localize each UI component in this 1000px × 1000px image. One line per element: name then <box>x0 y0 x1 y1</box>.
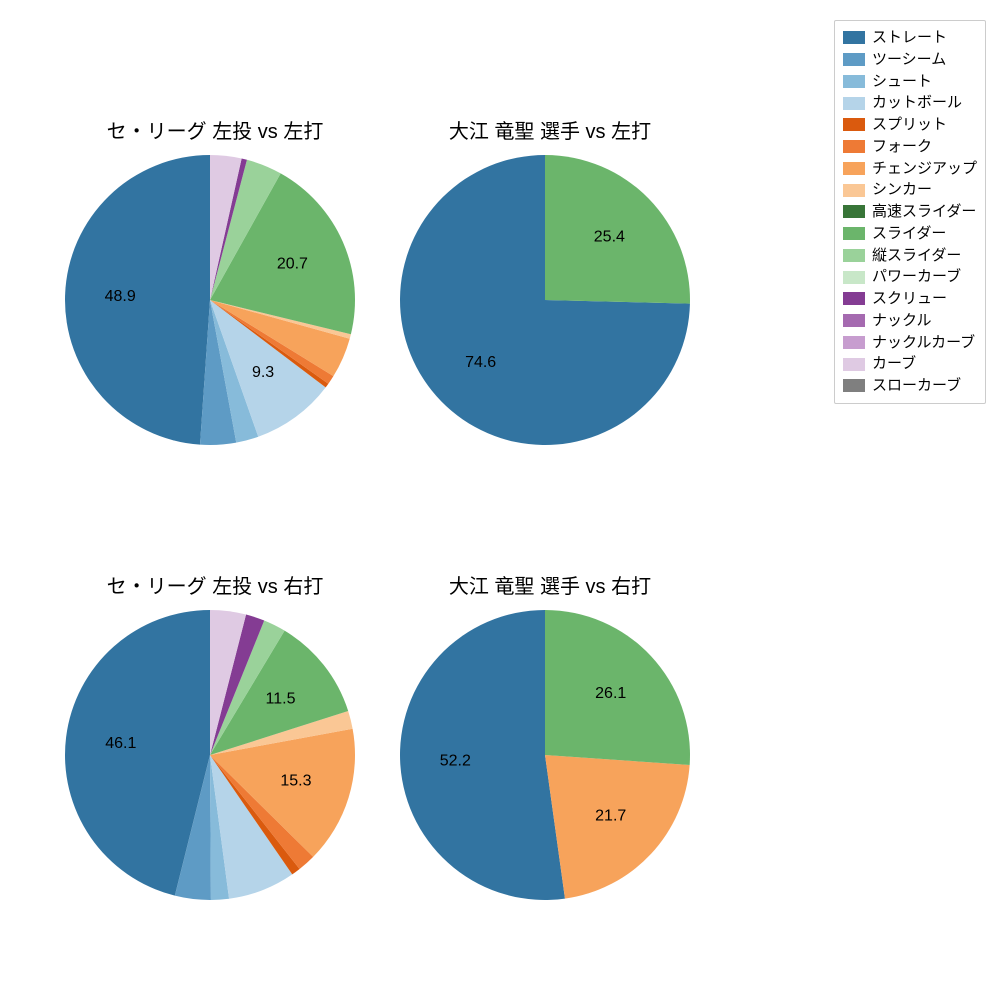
legend-swatch <box>843 75 865 88</box>
legend-label: フォーク <box>872 136 932 158</box>
legend-label: カットボール <box>872 92 962 114</box>
pie-slice-label: 48.9 <box>105 288 136 305</box>
pie-chart-oe_vs_right: 52.2 21.7 26.1 <box>360 570 730 940</box>
legend-item: ナックル <box>843 310 977 332</box>
legend-swatch <box>843 249 865 262</box>
legend-swatch <box>843 184 865 197</box>
pie-slice-label: 26.1 <box>595 685 626 702</box>
legend-label: スクリュー <box>872 288 947 310</box>
pie-chart-cl_left_vs_left: 48.9 9.3 20.7 <box>25 115 395 485</box>
pie-chart-cl_left_vs_right: 46.1 15.3 11.5 <box>25 570 395 940</box>
legend-label: チェンジアップ <box>872 158 977 180</box>
legend-label: ツーシーム <box>872 49 946 71</box>
chart-grid: 48.9 9.3 20.7 セ・リーグ 左投 vs 左打 74.6 25.4 大江 竜聖 選… <box>0 0 1000 1000</box>
legend-swatch <box>843 271 865 284</box>
legend-swatch <box>843 292 865 305</box>
pie-slice-label: 9.3 <box>252 364 274 381</box>
legend-item: スローカーブ <box>843 375 977 397</box>
pie-slice-straight <box>400 610 565 900</box>
pie-slice-changeup <box>545 755 690 899</box>
legend-label: 高速スライダー <box>872 201 976 223</box>
legend-swatch <box>843 97 865 110</box>
pie-slice-label: 11.5 <box>266 690 296 707</box>
legend-swatch <box>843 227 865 240</box>
legend-item: 縦スライダー <box>843 245 977 267</box>
legend-item: 高速スライダー <box>843 201 977 223</box>
chart-title: セ・リーグ 左投 vs 左打 <box>65 115 365 144</box>
pie-slice-label: 74.6 <box>465 354 496 371</box>
pie-chart-oe_vs_left: 74.6 25.4 <box>360 115 730 485</box>
pie-slice-label: 21.7 <box>595 808 626 825</box>
legend-item: シンカー <box>843 179 977 201</box>
legend-item: ナックルカーブ <box>843 332 977 354</box>
chart-title: セ・リーグ 左投 vs 右打 <box>65 570 365 599</box>
legend-swatch <box>843 336 865 349</box>
pie-slice-label: 25.4 <box>594 228 625 245</box>
legend-label: パワーカーブ <box>872 266 961 288</box>
pie-slice-straight <box>65 155 210 445</box>
legend-swatch <box>843 118 865 131</box>
legend-swatch <box>843 162 865 175</box>
pie-slice-label: 20.7 <box>277 255 308 272</box>
legend-label: ナックル <box>872 310 932 332</box>
pie-slice-label: 52.2 <box>440 752 471 769</box>
chart-title: 大江 竜聖 選手 vs 左打 <box>400 115 700 144</box>
legend-swatch <box>843 358 865 371</box>
legend-swatch <box>843 53 865 66</box>
legend-label: 縦スライダー <box>872 245 961 267</box>
legend-swatch <box>843 205 865 218</box>
legend-item: シュート <box>843 71 977 93</box>
legend-item: スクリュー <box>843 288 977 310</box>
legend-label: シュート <box>872 71 932 93</box>
legend-item: カーブ <box>843 353 977 375</box>
legend-item: スライダー <box>843 223 977 245</box>
legend: ストレートツーシームシュートカットボールスプリットフォークチェンジアップシンカー… <box>834 20 986 404</box>
legend-item: カットボール <box>843 92 977 114</box>
pie-slice-label: 15.3 <box>280 773 311 790</box>
legend-label: ストレート <box>872 27 947 49</box>
legend-swatch <box>843 140 865 153</box>
legend-swatch <box>843 314 865 327</box>
legend-item: チェンジアップ <box>843 158 977 180</box>
legend-label: スローカーブ <box>872 375 961 397</box>
legend-label: ナックルカーブ <box>872 332 975 354</box>
legend-item: フォーク <box>843 136 977 158</box>
legend-item: スプリット <box>843 114 977 136</box>
legend-swatch <box>843 31 865 44</box>
legend-label: スプリット <box>872 114 947 136</box>
legend-item: ツーシーム <box>843 49 977 71</box>
chart-title: 大江 竜聖 選手 vs 右打 <box>400 570 700 599</box>
legend-label: カーブ <box>872 353 916 375</box>
legend-item: パワーカーブ <box>843 266 977 288</box>
legend-item: ストレート <box>843 27 977 49</box>
legend-label: シンカー <box>872 179 932 201</box>
legend-swatch <box>843 379 865 392</box>
legend-label: スライダー <box>872 223 946 245</box>
pie-slice-label: 46.1 <box>105 735 136 752</box>
